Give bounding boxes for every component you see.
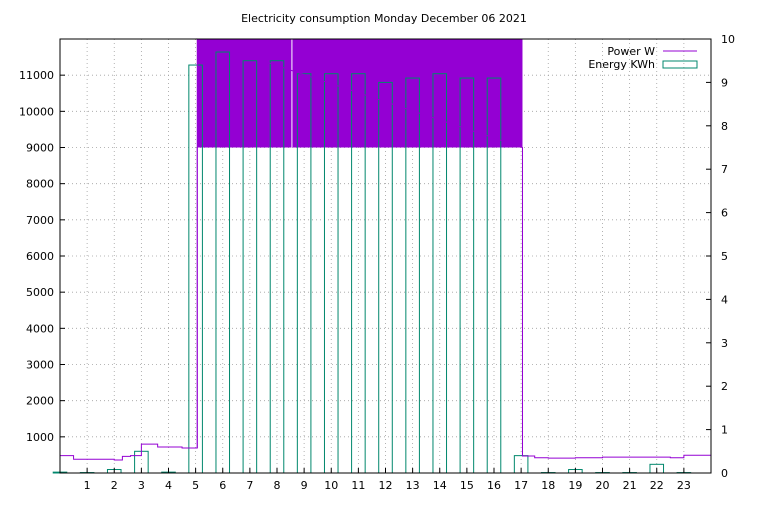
power-step-line — [60, 39, 711, 460]
y-tick-label: 4000 — [26, 322, 54, 335]
x-tick-label: 6 — [219, 479, 226, 492]
x-tick-label: 14 — [433, 479, 447, 492]
x-tick-label: 11 — [351, 479, 365, 492]
x-tick-label: 13 — [406, 479, 420, 492]
x-tick-label: 5 — [192, 479, 199, 492]
y-tick-label: 3000 — [26, 359, 54, 372]
legend-label-energy: Energy KWh — [588, 58, 655, 71]
x-tick-label: 9 — [301, 479, 308, 492]
x-tick-label: 16 — [487, 479, 501, 492]
x-tick-label: 17 — [514, 479, 528, 492]
y-tick-label: 6000 — [26, 250, 54, 263]
x-tick-label: 15 — [460, 479, 474, 492]
y2-tick-label: 0 — [721, 467, 728, 480]
x-tick-label: 18 — [541, 479, 555, 492]
y-tick-label: 1000 — [26, 431, 54, 444]
x-tick-label: 1 — [84, 479, 91, 492]
y2-tick-label: 5 — [721, 250, 728, 263]
y2-tick-label: 3 — [721, 337, 728, 350]
legend-swatch-energy — [663, 61, 697, 68]
y-tick-label: 10000 — [19, 105, 54, 118]
y2-tick-label: 9 — [721, 76, 728, 89]
legend-label-power: Power W — [607, 45, 655, 58]
y-tick-label: 2000 — [26, 395, 54, 408]
x-tick-label: 21 — [623, 479, 637, 492]
x-tick-label: 3 — [138, 479, 145, 492]
x-tick-label: 19 — [568, 479, 582, 492]
y2-tick-label: 2 — [721, 380, 728, 393]
y-tick-label: 9000 — [26, 142, 54, 155]
power-line — [60, 39, 711, 460]
y-tick-label: 11000 — [19, 69, 54, 82]
y-tick-label: 7000 — [26, 214, 54, 227]
y2-tick-label: 10 — [721, 33, 735, 46]
chart-title: Electricity consumption Monday December … — [241, 12, 527, 25]
x-tick-label: 7 — [246, 479, 253, 492]
x-tick-label: 12 — [379, 479, 393, 492]
x-tick-label: 8 — [274, 479, 281, 492]
y2-tick-label: 1 — [721, 424, 728, 437]
y2-tick-label: 7 — [721, 163, 728, 176]
y-tick-label: 8000 — [26, 178, 54, 191]
y2-tick-label: 4 — [721, 293, 728, 306]
y-tick-label: 5000 — [26, 286, 54, 299]
x-tick-label: 20 — [596, 479, 610, 492]
x-tick-label: 2 — [111, 479, 118, 492]
x-tick-label: 10 — [324, 479, 338, 492]
x-tick-label: 23 — [677, 479, 691, 492]
legend: Power W Energy KWh — [588, 45, 697, 71]
y2-tick-label: 8 — [721, 120, 728, 133]
x-tick-label: 4 — [165, 479, 172, 492]
y2-tick-label: 6 — [721, 207, 728, 220]
x-tick-label: 22 — [650, 479, 664, 492]
